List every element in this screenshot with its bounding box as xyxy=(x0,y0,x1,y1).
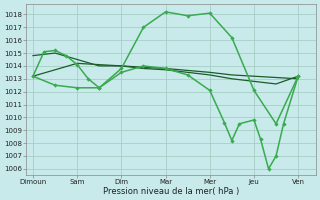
X-axis label: Pression niveau de la mer( hPa ): Pression niveau de la mer( hPa ) xyxy=(103,187,239,196)
